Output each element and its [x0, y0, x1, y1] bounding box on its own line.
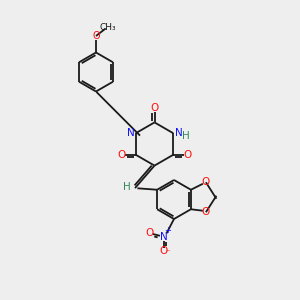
Text: O: O: [92, 31, 100, 41]
Text: O: O: [159, 246, 168, 256]
Text: H: H: [182, 130, 190, 141]
Text: H: H: [123, 182, 130, 192]
Text: O: O: [202, 207, 210, 217]
Text: +: +: [165, 226, 171, 235]
Text: N: N: [160, 232, 167, 242]
Text: CH₃: CH₃: [99, 23, 116, 32]
Text: O: O: [202, 177, 210, 187]
Text: O: O: [145, 228, 153, 239]
Text: O: O: [150, 103, 159, 113]
Text: N: N: [127, 128, 134, 138]
Text: O: O: [184, 150, 192, 160]
Text: O: O: [117, 150, 125, 160]
Text: N: N: [175, 128, 182, 138]
Text: ⁻: ⁻: [165, 248, 170, 257]
